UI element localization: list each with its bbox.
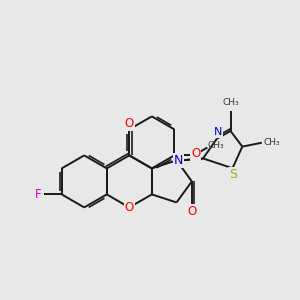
Text: CH₃: CH₃ <box>222 98 239 106</box>
Text: O: O <box>125 201 134 214</box>
Text: O: O <box>187 205 196 218</box>
Text: F: F <box>35 188 41 201</box>
Text: O: O <box>125 117 134 130</box>
Text: N: N <box>174 154 183 167</box>
Text: CH₃: CH₃ <box>208 141 224 150</box>
Text: CH₃: CH₃ <box>264 138 280 147</box>
Text: S: S <box>230 168 238 181</box>
Text: O: O <box>191 147 200 160</box>
Text: N: N <box>214 128 222 137</box>
